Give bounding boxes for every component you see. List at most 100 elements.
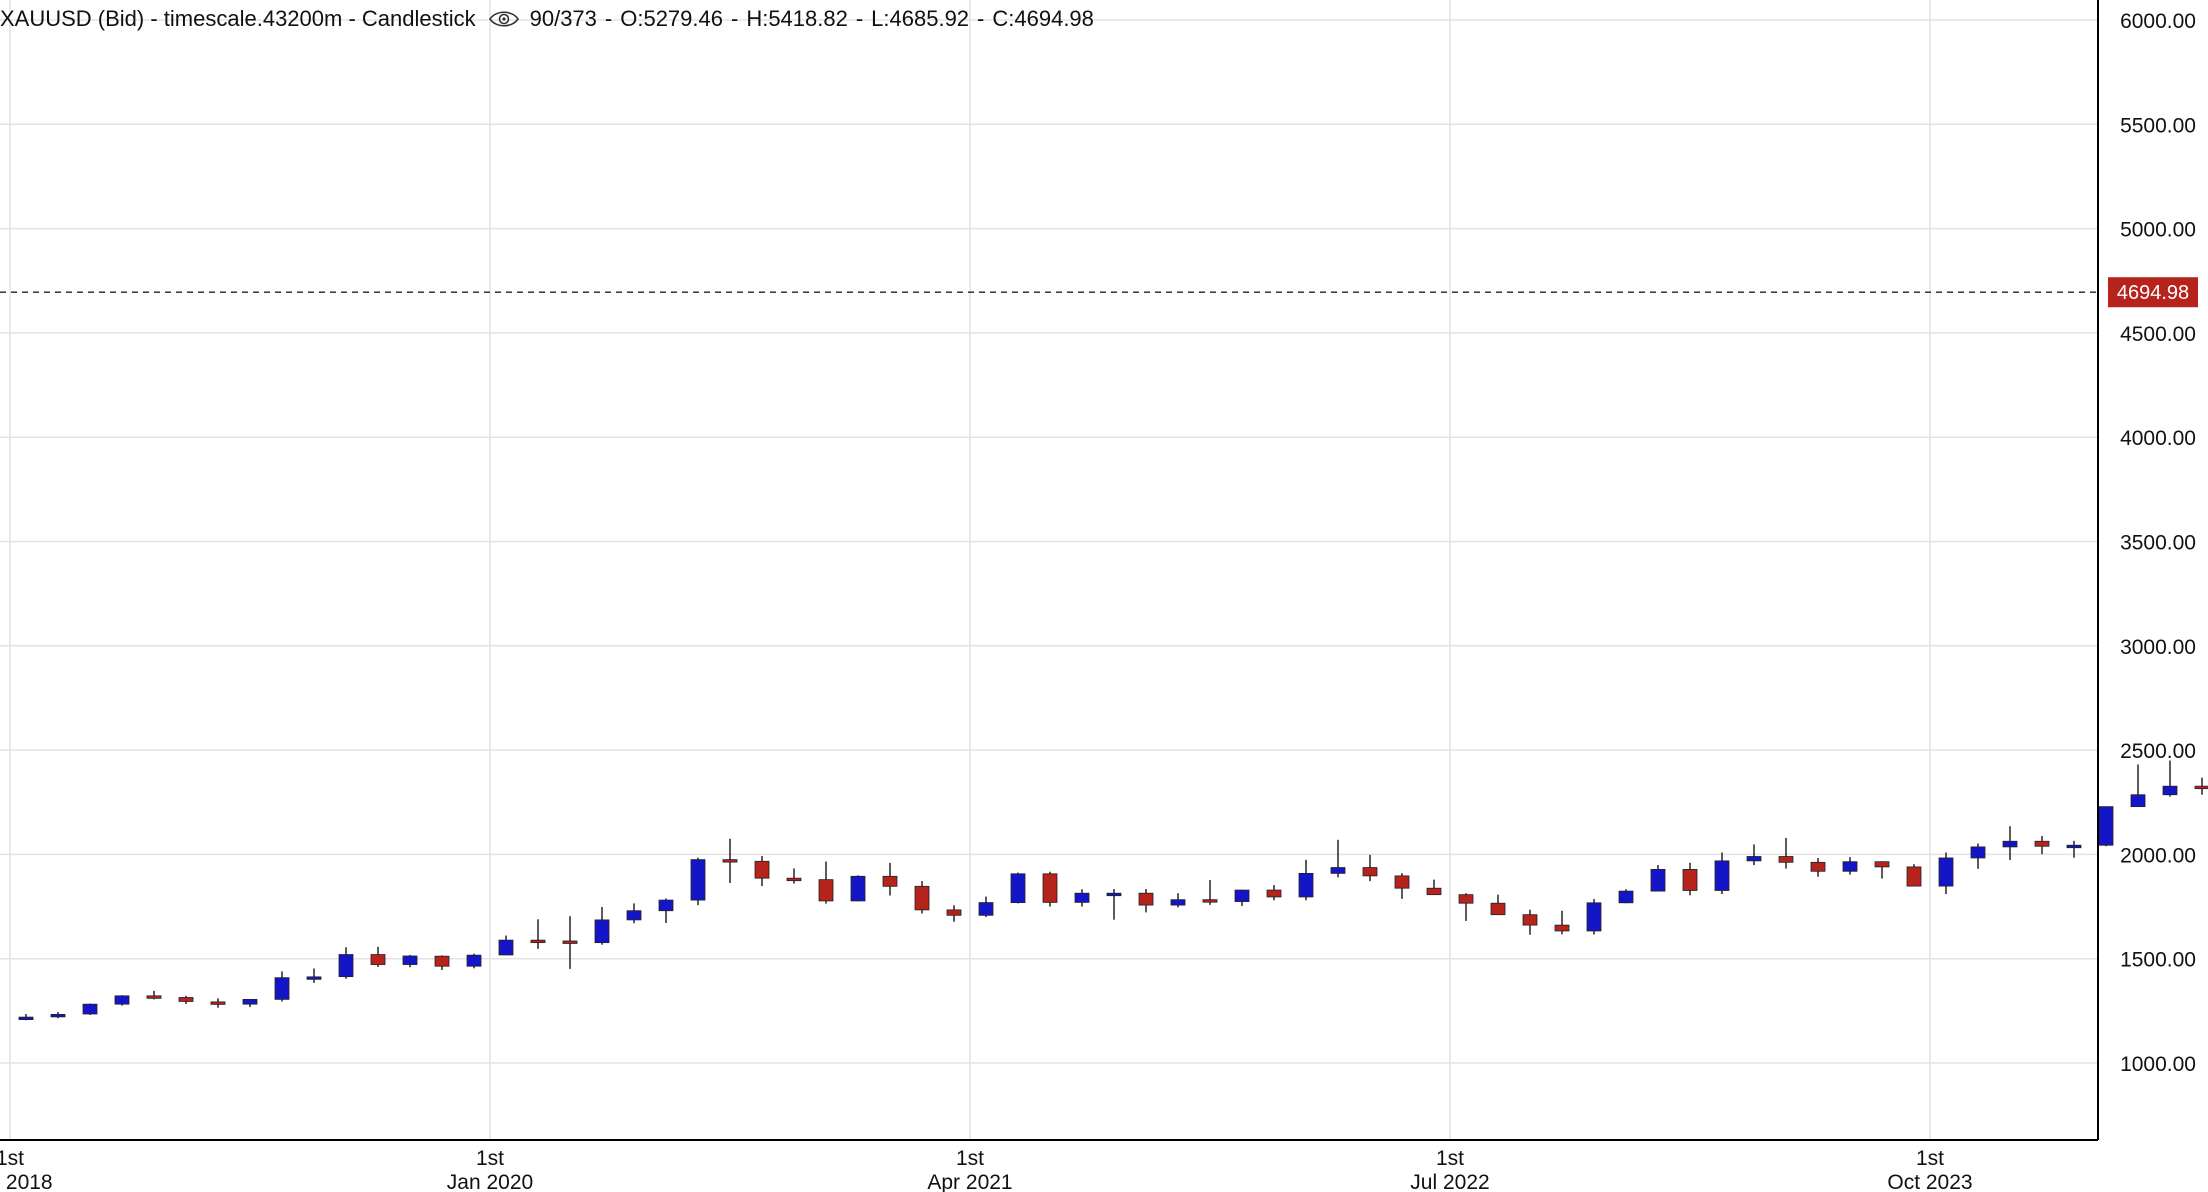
candle-body	[2034, 840, 2050, 847]
candle-body	[722, 859, 738, 863]
candle-body	[1234, 889, 1250, 902]
candle-body	[466, 954, 482, 967]
candle-body	[210, 1001, 226, 1005]
candle	[594, 906, 610, 945]
candle	[1650, 865, 1666, 892]
candle	[658, 898, 674, 924]
x-tick-day: 1st	[1436, 1147, 1464, 1170]
y-tick-label: 1500.00	[2120, 949, 2196, 972]
candle	[1554, 910, 1570, 935]
x-tick-day: 1st	[0, 1147, 24, 1170]
candle-body	[690, 859, 706, 901]
candle-body	[754, 860, 770, 879]
y-tick-label: 6000.00	[2120, 10, 2196, 33]
candle-body	[818, 879, 834, 902]
candle	[1522, 909, 1538, 935]
candle-body	[1426, 887, 1442, 896]
candle	[1618, 889, 1634, 904]
candle	[1970, 843, 1986, 869]
candle	[1842, 857, 1858, 875]
candle-body	[1298, 872, 1314, 898]
candle	[50, 1011, 66, 1019]
candle	[114, 995, 130, 1006]
candle-body	[178, 997, 194, 1002]
candle	[2130, 764, 2146, 808]
candle-body	[82, 1003, 98, 1015]
current-price-line: 4694.98	[0, 277, 2198, 308]
candle	[1426, 879, 1442, 896]
y-tick-label: 5500.00	[2120, 114, 2196, 137]
x-tick-day: 1st	[956, 1147, 984, 1170]
y-tick-label: 5000.00	[2120, 219, 2196, 242]
candle-body	[1458, 894, 1474, 904]
candle-body	[1874, 861, 1890, 868]
candle-body	[114, 995, 130, 1005]
candle	[1714, 852, 1730, 895]
candle-body	[850, 875, 866, 902]
candle-body	[1266, 889, 1282, 898]
x-tick-day: 1st	[476, 1147, 504, 1170]
x-tick-day: 1st	[1916, 1147, 1944, 1170]
candle	[530, 919, 546, 949]
candle	[434, 955, 450, 970]
candle	[82, 1003, 98, 1016]
candle-body	[338, 954, 354, 978]
candle-body	[1906, 866, 1922, 887]
candle	[562, 916, 578, 969]
candle	[1490, 894, 1506, 916]
candle-body	[1010, 873, 1026, 903]
candle	[754, 856, 770, 887]
candle	[1394, 873, 1410, 899]
candle	[1170, 893, 1186, 908]
symbol-title: XAUUSD (Bid) - timescale.43200m - Candle…	[0, 6, 476, 31]
candle-body	[946, 909, 962, 916]
candle	[2162, 760, 2178, 797]
candle	[1682, 862, 1698, 896]
candles	[18, 760, 2208, 1021]
candle-body	[562, 940, 578, 944]
candle-body	[1842, 861, 1858, 872]
candle	[2034, 836, 2050, 855]
candle-body	[402, 955, 418, 965]
candle-body	[1330, 867, 1346, 874]
candle-body	[594, 919, 610, 944]
candle	[1138, 889, 1154, 913]
candle-body	[530, 939, 546, 944]
axes	[0, 0, 2099, 1141]
candle	[1458, 893, 1474, 921]
candle-body	[498, 939, 514, 956]
candle	[946, 905, 962, 922]
candle-body	[2194, 785, 2208, 790]
candle	[1330, 839, 1346, 878]
y-tick-label: 2500.00	[2120, 740, 2196, 763]
candle-body	[1682, 869, 1698, 891]
candle	[402, 954, 418, 968]
candle-body	[274, 977, 290, 1000]
candle-body	[50, 1013, 66, 1018]
candle	[914, 881, 930, 914]
candle-body	[914, 885, 930, 911]
candle-body	[1618, 890, 1634, 904]
candle	[146, 990, 162, 1000]
candle	[1298, 859, 1314, 901]
x-tick-label: Apr 2021	[927, 1171, 1012, 1192]
candle-body	[18, 1016, 34, 1021]
candle-body	[2002, 840, 2018, 848]
candle-body	[1650, 869, 1666, 892]
candle-body	[370, 954, 386, 965]
candle	[882, 862, 898, 896]
candle-body	[1810, 861, 1826, 872]
candle-body	[978, 902, 994, 916]
candle	[1106, 889, 1122, 920]
candle-body	[1042, 873, 1058, 903]
candle	[2194, 777, 2208, 795]
candle	[2066, 840, 2082, 858]
candle-body	[1362, 867, 1378, 877]
candle-body	[434, 955, 450, 967]
bar-count: 90/373	[529, 6, 597, 31]
candle	[1778, 837, 1794, 869]
eye-icon[interactable]	[488, 8, 520, 30]
y-axis-labels: 1000.00 1500.00 2000.00 2500.00 3000.00 3500.…	[2120, 10, 2196, 1076]
